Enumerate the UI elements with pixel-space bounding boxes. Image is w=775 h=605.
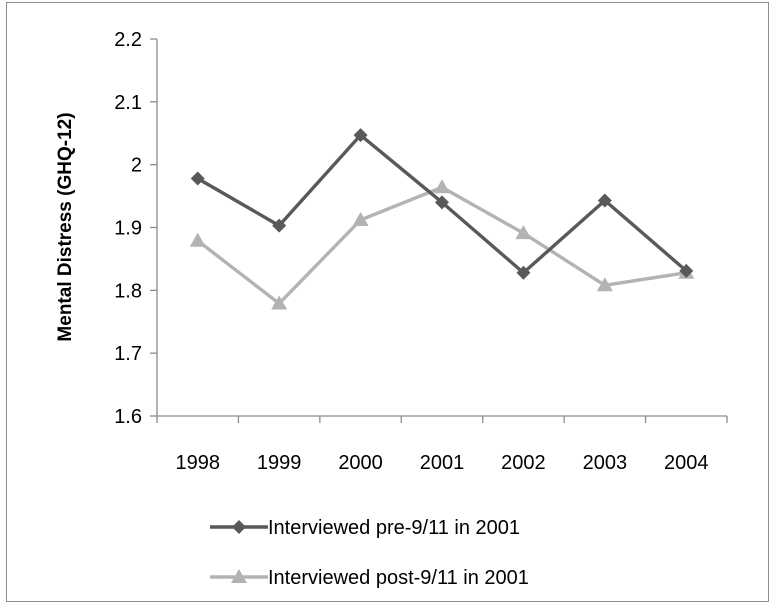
x-tick-label: 2002 [501,452,546,474]
legend-label-pre-9-11: Interviewed pre-9/11 in 2001 [268,517,520,539]
data-point [434,179,450,194]
data-point [596,277,613,292]
legend-marker [231,569,247,583]
data-point [272,218,287,233]
y-tick-label: 1.8 [114,280,142,302]
data-point [679,263,694,278]
series-1 [189,179,695,310]
y-tick-label: 2.1 [114,92,142,114]
y-tick-label: 1.6 [114,406,142,428]
data-point [190,171,205,186]
y-tick-label: 2 [131,155,142,177]
series-0 [190,128,694,280]
data-point [189,232,206,247]
legend: Interviewed pre-9/11 in 2001 Interviewed… [210,517,529,589]
y-axis-title: Mental Distress (GHQ-12) [55,112,76,341]
axes: 1.6 1.7 1.8 1.9 2 2.1 2.2 1998 1999 2000 2001 2002 2… [114,29,728,474]
chart-area [6,2,769,602]
data-point [435,195,449,210]
series-layer [189,128,695,310]
x-tick-label: 2000 [338,452,383,474]
legend-label-post-9-11: Interviewed post-9/11 in 2001 [268,567,529,589]
data-point [353,128,368,143]
y-tick-label: 2.2 [114,29,142,51]
x-tick-label: 2001 [420,452,465,474]
legend-marker [232,520,246,534]
data-point [516,265,531,280]
data-point [515,225,532,240]
x-tick-label: 2004 [664,452,709,474]
x-tick-label: 1998 [175,452,220,474]
x-tick-label: 2003 [583,452,628,474]
y-tick-label: 1.9 [114,218,142,240]
x-tick-label: 1999 [257,452,302,474]
y-tick-label: 1.7 [114,343,142,365]
data-point [271,295,288,310]
data-point [597,193,612,208]
data-point [352,211,369,226]
